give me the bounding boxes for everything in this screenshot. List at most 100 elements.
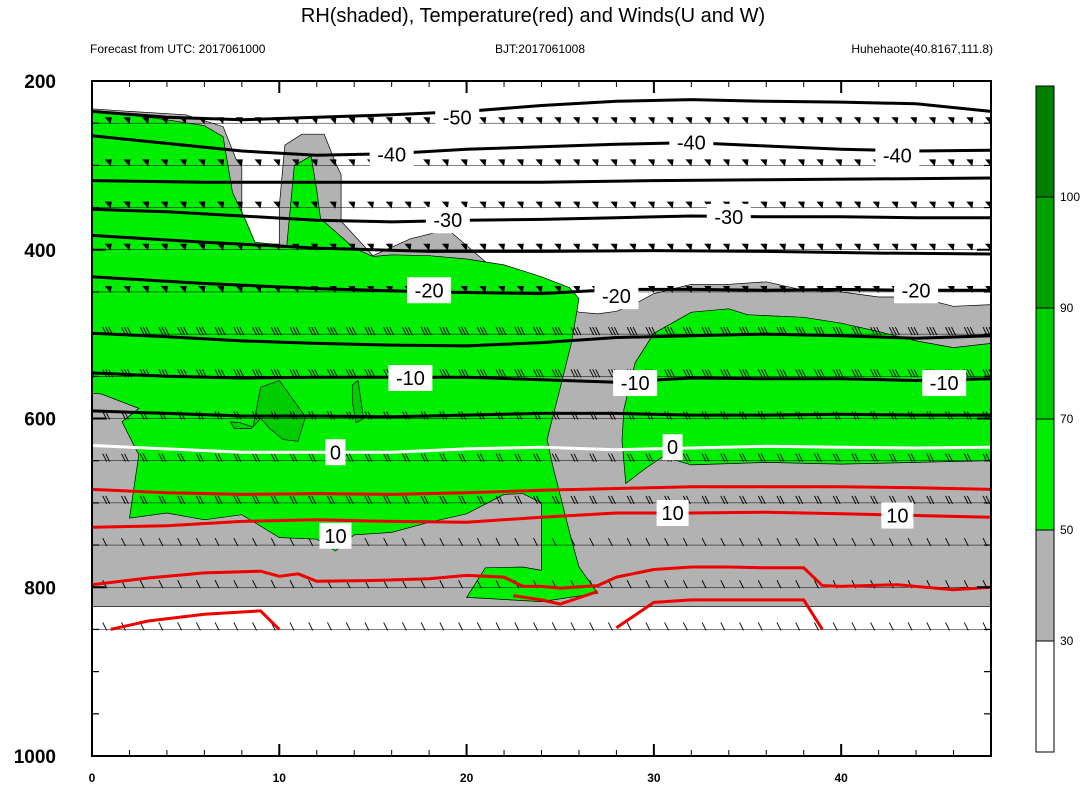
wind-barb — [439, 622, 445, 631]
wind-barb — [985, 117, 991, 125]
wind-barb — [682, 326, 694, 336]
wind-barb — [928, 201, 936, 209]
svg-text:10: 10 — [661, 503, 683, 525]
wind-barb — [139, 453, 148, 462]
wind-barb — [233, 453, 242, 462]
wind-barb — [84, 496, 91, 504]
wind-barb — [139, 495, 148, 505]
wind-barb — [383, 326, 395, 336]
wind-barb — [345, 326, 357, 336]
wind-barb — [870, 537, 876, 547]
wind-barb — [460, 159, 468, 167]
wind-barb — [776, 622, 782, 631]
wind-barb — [123, 285, 131, 293]
wind-barb — [816, 117, 824, 125]
wind-barb — [928, 159, 936, 167]
wind-barb — [591, 159, 599, 167]
wind-barb — [685, 243, 693, 251]
wind-barb — [533, 369, 544, 378]
wind-barb — [647, 201, 655, 209]
colorbar: 30 50 70 90 100 — [1035, 85, 1080, 753]
wind-barb — [591, 201, 599, 209]
wind-barb — [364, 622, 370, 631]
contour-label: -20 — [407, 277, 452, 304]
wind-barb — [458, 495, 466, 505]
subtitle-left: Forecast from UTC: 2017061000 — [90, 42, 266, 56]
wind-barb — [514, 495, 523, 505]
wind-barb — [514, 622, 520, 631]
wind-barb — [945, 495, 953, 505]
wind-barb — [235, 159, 243, 167]
wind-barb — [308, 580, 314, 589]
wind-barb — [664, 580, 670, 589]
wind-barb — [439, 580, 445, 589]
wind-barb — [233, 580, 239, 589]
wind-barb — [195, 537, 201, 547]
wind-barb — [741, 243, 749, 251]
wind-barb — [985, 285, 991, 293]
colorbar-label: 70 — [1060, 412, 1074, 426]
wind-barb — [535, 243, 543, 251]
wind-barb — [158, 453, 167, 462]
wind-barb — [666, 243, 674, 251]
wind-barb — [84, 454, 91, 462]
wind-barb — [776, 495, 785, 505]
wind-barb — [776, 537, 782, 547]
wind-barb — [851, 622, 857, 631]
wind-barb — [401, 622, 407, 631]
contour-label: -20 — [594, 283, 639, 310]
wind-barb — [104, 201, 112, 209]
wind-barb — [458, 453, 466, 462]
wind-barb — [814, 580, 819, 589]
wind-barb — [963, 453, 972, 462]
wind-barb — [177, 453, 186, 462]
wind-barb — [160, 201, 168, 209]
wind-barb — [383, 537, 389, 547]
wind-barb — [701, 369, 713, 378]
wind-barb — [888, 537, 894, 547]
wind-barb — [217, 201, 225, 209]
wind-barb — [760, 243, 768, 251]
wind-barb — [664, 622, 670, 631]
wind-barb — [198, 159, 206, 167]
wind-barb — [179, 243, 187, 251]
wind-barb — [348, 117, 356, 125]
wind-barb — [142, 117, 150, 125]
wind-barb — [404, 243, 412, 251]
wind-barb — [533, 326, 544, 336]
svg-text:-20: -20 — [415, 280, 444, 302]
wind-barb — [832, 622, 838, 631]
wind-barb — [514, 326, 526, 336]
wind-barb — [142, 285, 150, 293]
wind-barb — [739, 369, 750, 378]
wind-barb — [720, 453, 729, 462]
wind-barb — [514, 453, 523, 462]
wind-barb — [963, 622, 969, 631]
contour-label: -30 — [706, 203, 751, 230]
wind-barb — [439, 495, 448, 505]
wind-barb — [870, 326, 882, 336]
wind-barb — [776, 580, 782, 589]
x-tick-label: 40 — [834, 771, 848, 785]
wind-barb — [214, 453, 223, 462]
wind-barb — [516, 285, 524, 293]
wind-barb — [160, 285, 168, 293]
wind-barb — [720, 580, 726, 589]
wind-barb — [102, 622, 108, 631]
wind-barb — [420, 580, 426, 589]
wind-barb — [629, 201, 637, 209]
wind-barb — [158, 326, 170, 336]
wind-barb — [123, 243, 131, 251]
wind-barb — [476, 369, 488, 378]
wind-barb — [160, 159, 168, 167]
svg-text:10: 10 — [324, 526, 346, 548]
wind-barb — [420, 495, 429, 505]
wind-barb — [589, 622, 595, 631]
wind-barb — [554, 117, 562, 125]
wind-barb — [704, 159, 712, 167]
wind-barb — [760, 159, 768, 167]
wind-barb — [610, 201, 618, 209]
wind-barb — [682, 453, 691, 462]
wind-barb — [420, 622, 426, 631]
wind-barb — [720, 622, 726, 631]
